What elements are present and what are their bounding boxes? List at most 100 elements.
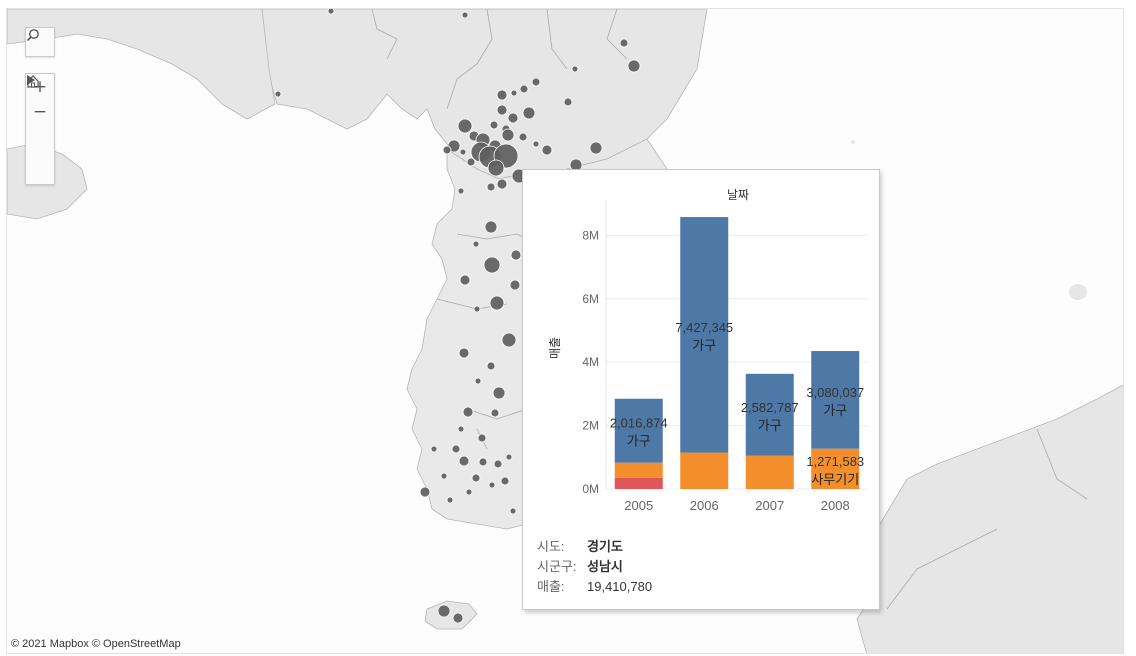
sales-bubble[interactable] — [500, 476, 510, 486]
data-label-category: 사무기기 — [811, 472, 859, 487]
sales-bubble[interactable] — [459, 274, 471, 286]
sales-bubble[interactable] — [459, 148, 467, 156]
bar-segment[interactable] — [680, 217, 729, 453]
sales-bubble[interactable] — [486, 361, 496, 371]
sales-bubble[interactable] — [541, 144, 553, 156]
detail-row: 매출: 19,410,780 — [537, 577, 652, 597]
sales-bubble[interactable] — [461, 11, 469, 19]
sales-bubbles[interactable] — [274, 9, 648, 624]
sales-bubble[interactable] — [505, 453, 513, 461]
sales-bubble[interactable] — [472, 240, 480, 248]
bar-segment[interactable] — [811, 448, 860, 489]
sales-bubble[interactable] — [490, 408, 500, 418]
tooltip-details: 시도: 경기도 시군구: 성남시 매출: 19,410,780 — [537, 537, 652, 597]
zoom-out-button[interactable]: − — [32, 101, 48, 122]
bar-segment[interactable] — [614, 477, 663, 489]
map-zoom-controls: + − — [25, 73, 55, 185]
sales-bubble[interactable] — [496, 178, 508, 190]
data-label-category: 가구 — [758, 418, 782, 433]
sales-bubble[interactable] — [532, 140, 540, 148]
sales-bubble[interactable] — [473, 305, 481, 313]
sales-bubble[interactable] — [496, 89, 508, 101]
sales-bubble[interactable] — [487, 159, 505, 177]
x-tick-label: 2008 — [821, 498, 850, 513]
sales-bubble[interactable] — [488, 481, 496, 489]
sales-bubble[interactable] — [437, 604, 451, 618]
detail-label: 시군구: — [537, 559, 577, 574]
sales-bubble[interactable] — [489, 295, 505, 311]
sales-bubble[interactable] — [457, 187, 465, 195]
zoom-in-button[interactable]: + — [32, 76, 48, 97]
sales-bubble[interactable] — [492, 386, 506, 400]
sales-bubble[interactable] — [571, 65, 579, 73]
sales-bubble[interactable] — [501, 332, 517, 348]
sales-bubble[interactable] — [458, 347, 470, 359]
sales-bubble[interactable] — [518, 132, 528, 142]
data-label-category: 가구 — [692, 338, 716, 353]
bar-segment[interactable] — [745, 373, 794, 456]
bar-segment[interactable] — [811, 351, 860, 449]
x-tick-label: 2007 — [755, 498, 784, 513]
bar-segment[interactable] — [745, 455, 794, 489]
sales-bubble[interactable] — [471, 473, 481, 483]
land-jeju — [424, 600, 478, 630]
data-label-value: 2,016,874 — [610, 416, 668, 431]
data-label-category: 가구 — [823, 403, 847, 418]
sales-bubble[interactable] — [531, 77, 541, 87]
sales-bubble[interactable] — [419, 486, 431, 498]
sales-bubble[interactable] — [510, 89, 518, 97]
sales-bubble[interactable] — [493, 459, 503, 469]
home-button[interactable] — [26, 75, 54, 149]
sales-bubble[interactable] — [509, 279, 521, 291]
detail-value: 경기도 — [587, 539, 623, 554]
chart-bars[interactable] — [614, 217, 860, 489]
sales-bubble[interactable] — [489, 120, 499, 130]
sales-bubble[interactable] — [619, 38, 629, 48]
sales-bubble[interactable] — [507, 112, 519, 124]
sales-bubble[interactable] — [442, 145, 452, 155]
bar-segment[interactable] — [680, 452, 729, 489]
sales-bubble[interactable] — [496, 104, 508, 116]
sales-bubble[interactable] — [519, 84, 529, 94]
sales-bubble[interactable] — [589, 141, 603, 155]
sales-bubble[interactable] — [458, 455, 470, 467]
sales-bubble[interactable] — [522, 106, 536, 120]
x-tick-label: 2005 — [624, 498, 653, 513]
sales-bubble[interactable] — [327, 9, 335, 15]
land-ulleung — [1069, 284, 1087, 300]
sales-bubble[interactable] — [457, 118, 473, 134]
sales-bubble[interactable] — [478, 457, 488, 467]
data-label-category: 가구 — [627, 434, 651, 449]
y-tick-label: 8M — [582, 228, 599, 242]
sales-bubble[interactable] — [477, 433, 487, 443]
sales-bubble[interactable] — [563, 97, 573, 107]
sales-bubble[interactable] — [446, 496, 454, 504]
map-search-button[interactable] — [25, 27, 55, 57]
chart-title: 날짜 — [727, 188, 749, 202]
toolbar-toggle-button[interactable] — [26, 75, 54, 174]
sales-bubble[interactable] — [451, 444, 461, 454]
y-tick-label: 0M — [582, 482, 599, 496]
sales-bubble[interactable] — [274, 90, 282, 98]
bar-segment[interactable] — [614, 462, 663, 478]
sales-bubble[interactable] — [509, 507, 517, 515]
map-view[interactable]: + − — [6, 8, 1124, 654]
sales-bubble[interactable] — [627, 59, 641, 73]
sales-bubble[interactable] — [510, 249, 522, 261]
data-label-value: 2,582,787 — [741, 400, 799, 415]
sales-bubble[interactable] — [474, 377, 482, 385]
bar-segment[interactable] — [614, 398, 663, 463]
map-attribution: © 2021 Mapbox © OpenStreetMap — [11, 638, 181, 650]
sales-bubble[interactable] — [440, 472, 448, 480]
sales-bubble[interactable] — [483, 256, 501, 274]
sales-bubble[interactable] — [466, 157, 476, 167]
sales-bubble[interactable] — [430, 445, 438, 453]
sales-bubble[interactable] — [452, 612, 464, 624]
sales-bubble[interactable] — [465, 488, 473, 496]
map-canvas[interactable] — [7, 9, 1124, 654]
sales-bubble[interactable] — [457, 425, 465, 433]
sales-bubble[interactable] — [486, 182, 496, 192]
sales-bubble[interactable] — [501, 128, 515, 142]
sales-bubble[interactable] — [484, 220, 498, 234]
sales-bubble[interactable] — [462, 406, 474, 418]
